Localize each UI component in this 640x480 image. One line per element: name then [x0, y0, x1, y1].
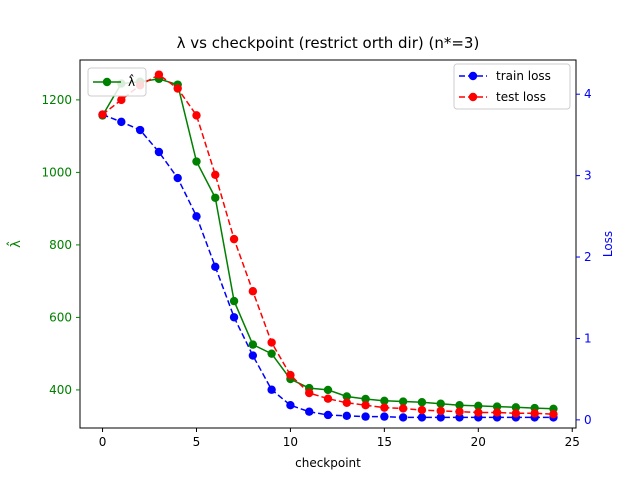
x-tick-label: 15	[377, 435, 392, 449]
axes: 0 5 10 15 20 25 400 600 800 1000 1200 0 1 2 3 4	[41, 59, 592, 449]
legends: λ̂ train loss test loss	[87, 63, 571, 110]
y-right-tick-label: 1	[584, 331, 592, 345]
data-point-test-loss	[323, 394, 333, 403]
data-point-test-loss	[474, 408, 483, 417]
data-point-test-loss	[549, 409, 558, 419]
data-point-lambda-hat	[436, 399, 445, 408]
data-point-train-loss	[229, 313, 239, 322]
data-point-lambda-hat	[192, 157, 201, 166]
data-point-train-loss	[154, 147, 164, 157]
data-point-test-loss	[361, 401, 370, 410]
data-point-lambda-hat	[398, 397, 408, 406]
data-point-lambda-hat	[361, 394, 370, 404]
y-right-axis-label: Loss	[601, 231, 615, 257]
data-point-test-loss	[192, 111, 201, 120]
y-right-tick-label: 0	[584, 413, 592, 427]
data-point-test-loss	[380, 403, 389, 412]
data-point-lambda-hat	[267, 349, 276, 358]
data-point-test-loss	[511, 409, 521, 418]
chart-title: λ vs checkpoint (restrict orth dir) (n*=…	[177, 34, 480, 52]
data-point-train-loss	[192, 212, 201, 221]
data-point-lambda-hat	[342, 392, 351, 401]
plot-area	[98, 70, 558, 422]
data-point-train-loss	[286, 401, 295, 410]
y-left-tick-label: 800	[49, 238, 72, 252]
y-left-tick-label: 1200	[41, 93, 72, 107]
legend-marker	[468, 92, 478, 102]
y-right-tick-label: 3	[584, 169, 592, 183]
x-tick-label: 0	[99, 435, 107, 449]
data-point-test-loss	[398, 404, 408, 413]
data-point-lambda-hat	[229, 296, 239, 306]
data-point-train-loss	[436, 413, 445, 422]
data-point-test-loss	[492, 408, 502, 417]
legend-marker	[468, 71, 478, 81]
data-point-train-loss	[135, 125, 145, 135]
data-point-lambda-hat	[511, 403, 521, 412]
data-point-train-loss	[173, 173, 182, 183]
x-tick-label: 25	[565, 435, 580, 449]
data-point-test-loss	[455, 407, 464, 416]
y-left-tick-label: 1000	[41, 165, 72, 179]
data-point-test-loss	[267, 338, 276, 347]
data-point-test-loss	[530, 409, 539, 418]
data-point-test-loss	[211, 170, 220, 179]
data-point-train-loss	[380, 412, 389, 421]
data-point-lambda-hat	[492, 402, 502, 411]
data-point-lambda-hat	[417, 398, 427, 407]
data-point-train-loss	[398, 413, 408, 422]
data-point-train-loss	[342, 411, 351, 420]
legend-top-left: λ̂	[87, 67, 147, 97]
data-point-train-loss	[305, 407, 314, 416]
y-left-axis-label: λ̂	[7, 240, 24, 248]
data-point-test-loss	[305, 388, 314, 398]
plot-frame	[79, 59, 577, 429]
data-point-train-loss	[248, 351, 258, 360]
legend-label: test loss	[496, 90, 546, 104]
data-point-lambda-hat	[248, 340, 258, 349]
x-tick-label: 20	[471, 435, 486, 449]
data-point-lambda-hat	[455, 400, 464, 410]
y-left-tick-label: 600	[49, 310, 72, 324]
data-point-test-loss	[229, 234, 239, 244]
y-left-tick-label: 400	[49, 383, 72, 397]
data-point-test-loss	[417, 405, 427, 415]
data-point-test-loss	[173, 84, 182, 93]
x-tick-label: 5	[193, 435, 201, 449]
data-point-test-loss	[286, 370, 295, 380]
data-point-lambda-hat	[474, 401, 483, 411]
data-point-test-loss	[342, 398, 351, 407]
data-point-test-loss	[248, 287, 258, 296]
legend-top-right: train loss test loss	[453, 63, 571, 110]
y-right-tick-label: 4	[584, 87, 592, 101]
data-point-train-loss	[117, 117, 126, 127]
data-point-test-loss	[436, 406, 445, 416]
data-point-train-loss	[361, 412, 370, 421]
data-point-lambda-hat	[380, 396, 389, 406]
data-point-test-loss	[117, 95, 126, 105]
x-axis-label: checkpoint	[295, 456, 361, 470]
data-point-lambda-hat	[211, 193, 220, 202]
data-point-test-loss	[98, 110, 107, 119]
data-point-train-loss	[417, 413, 427, 422]
x-tick-label: 10	[283, 435, 298, 449]
legend-label: λ̂	[128, 73, 135, 89]
data-point-test-loss	[154, 70, 164, 79]
data-point-train-loss	[211, 262, 220, 271]
legend-marker	[102, 77, 112, 87]
y-right-tick-label: 2	[584, 250, 592, 264]
data-point-train-loss	[267, 385, 276, 394]
data-point-train-loss	[323, 410, 333, 420]
legend-label: train loss	[496, 69, 551, 83]
data-point-lambda-hat	[323, 385, 333, 395]
